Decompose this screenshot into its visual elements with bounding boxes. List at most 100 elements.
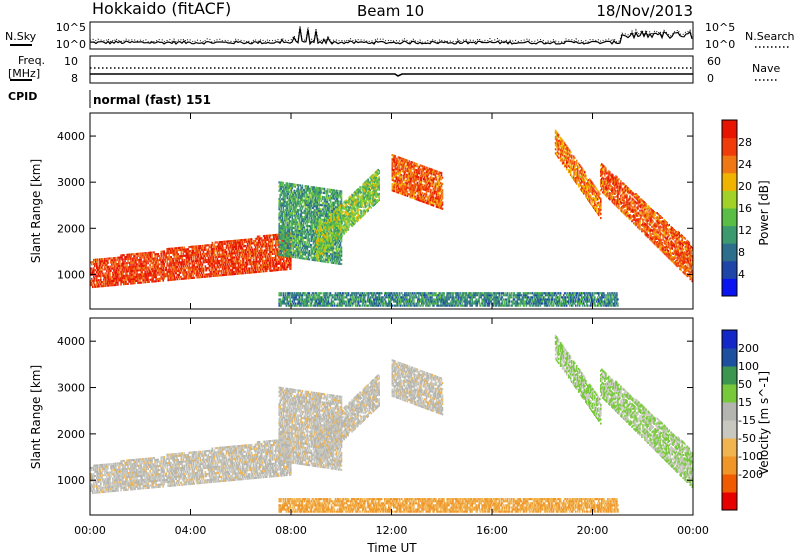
power-cell	[292, 253, 295, 256]
power-cell	[135, 267, 137, 270]
power-cell	[295, 248, 298, 251]
power-cell	[254, 239, 257, 242]
power-cell	[306, 226, 309, 229]
power-cell	[322, 248, 324, 251]
power-cell	[323, 206, 326, 209]
power-cell	[182, 248, 185, 251]
power-cell	[301, 195, 304, 198]
power-cell	[329, 257, 332, 260]
power-cell	[376, 184, 378, 187]
power-cell	[100, 268, 102, 271]
power-cell	[317, 257, 319, 260]
power-cell	[281, 210, 284, 213]
power-cell	[222, 247, 225, 250]
power-cell	[346, 221, 348, 224]
power-cell	[312, 200, 315, 203]
power-cell	[375, 195, 377, 198]
power-cell	[375, 193, 377, 196]
power-cell	[303, 220, 306, 223]
power-cell	[368, 204, 370, 207]
power-cell	[277, 256, 280, 259]
power-cell	[105, 280, 107, 283]
power-cell	[247, 271, 250, 274]
power-cell	[322, 196, 325, 199]
power-cell	[327, 225, 329, 228]
power-cell	[326, 240, 328, 243]
power-cell	[332, 197, 335, 200]
power-cell	[339, 205, 341, 208]
power-cell	[128, 261, 130, 264]
power-cell	[316, 246, 318, 249]
power-cell	[363, 182, 365, 185]
power-cell	[214, 256, 217, 259]
power-cell	[199, 269, 202, 272]
power-cell	[338, 192, 341, 195]
power-cell	[268, 244, 271, 247]
power-cell	[283, 242, 286, 245]
power-cell	[333, 193, 336, 196]
power-cell	[299, 252, 302, 255]
power-cell	[130, 261, 132, 264]
power-cell	[335, 258, 338, 261]
power-cell	[179, 246, 181, 249]
power-cell	[310, 227, 313, 230]
power-cell	[196, 253, 199, 256]
power-cell	[308, 239, 311, 242]
power-cell	[175, 270, 177, 273]
power-cell	[249, 248, 252, 251]
power-cell	[324, 240, 326, 243]
power-cell	[311, 225, 314, 228]
power-cell	[145, 272, 147, 275]
power-cell	[289, 187, 292, 190]
power-cell	[209, 250, 212, 253]
power-cell	[368, 206, 370, 209]
power-cell	[97, 283, 99, 286]
power-cell	[307, 195, 310, 198]
power-cell	[310, 215, 313, 218]
power-cell	[352, 217, 354, 220]
power-cell	[148, 260, 150, 263]
power-cell	[108, 274, 110, 277]
power-cell	[222, 255, 225, 258]
power-cell	[148, 258, 150, 261]
power-cell	[108, 284, 110, 287]
power-cell	[136, 252, 138, 255]
power-cell	[285, 249, 287, 252]
power-cell	[219, 249, 222, 252]
noise-left-label: N.Sky	[5, 30, 37, 43]
power-cell	[219, 243, 222, 246]
power-cell	[140, 260, 142, 263]
power-cell	[185, 254, 188, 257]
power-cell	[373, 197, 375, 200]
power-cell	[188, 264, 191, 267]
power-cell	[338, 194, 341, 197]
power-cell	[312, 252, 315, 255]
power-cell	[242, 245, 245, 248]
power-cell	[281, 183, 284, 186]
power-cell	[144, 258, 146, 261]
power-cell	[130, 255, 132, 258]
power-cell	[144, 275, 146, 278]
power-cell	[317, 220, 320, 223]
power-cell	[319, 257, 322, 260]
power-cell	[177, 263, 179, 266]
power-cell	[207, 250, 210, 253]
power-cell	[152, 261, 154, 264]
cpid-value: normal (fast) 151	[93, 93, 211, 107]
power-cell	[338, 206, 340, 209]
power-cell	[278, 212, 280, 215]
power-cell	[266, 238, 269, 241]
power-cell	[256, 260, 259, 263]
power-cell	[253, 262, 256, 265]
power-cell	[136, 265, 138, 268]
power-cell	[356, 191, 358, 194]
power-cell	[248, 252, 251, 255]
power-cell	[346, 204, 348, 207]
power-cell	[309, 206, 312, 209]
power-cell	[157, 267, 159, 270]
power-cell	[183, 246, 186, 249]
power-cell	[307, 237, 310, 240]
power-cell	[279, 268, 282, 271]
power-cell	[109, 272, 111, 275]
power-cell	[300, 194, 303, 197]
